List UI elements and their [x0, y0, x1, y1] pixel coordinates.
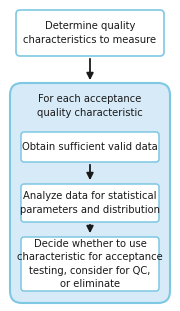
PathPatch shape — [21, 237, 159, 291]
PathPatch shape — [10, 83, 170, 303]
Text: Decide whether to use
characteristic for acceptance
testing, consider for QC,
or: Decide whether to use characteristic for… — [17, 239, 163, 289]
Text: For each acceptance
quality characteristic: For each acceptance quality characterist… — [37, 95, 143, 118]
PathPatch shape — [21, 132, 159, 162]
PathPatch shape — [21, 184, 159, 222]
Text: Determine quality
characteristics to measure: Determine quality characteristics to mea… — [23, 21, 157, 44]
Text: Obtain sufficient valid data: Obtain sufficient valid data — [22, 142, 158, 152]
PathPatch shape — [16, 10, 164, 56]
Text: Analyze data for statistical
parameters and distribution: Analyze data for statistical parameters … — [20, 191, 160, 215]
